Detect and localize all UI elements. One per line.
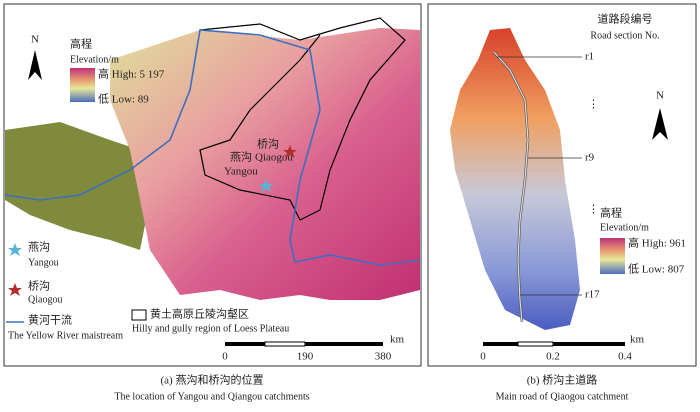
scale-tick: 0 [222,351,228,363]
scale-unit: km [390,334,405,346]
scale-bar [305,342,383,346]
scale-bar [264,341,306,347]
elevation-title: Elevation/m [600,222,649,233]
yellow-river [4,29,421,266]
qiaogou-star [283,145,297,158]
region-boundary [199,17,406,221]
elevation-high: 高 High: 5 197 [98,67,165,81]
catchment [450,28,580,330]
legend-label: 黄河干流 [28,313,72,327]
place-label: Qiaogou [255,152,293,164]
elevation-title: Elevation/m [70,54,119,65]
legend-star [8,283,22,296]
scale-unit: km [630,334,645,346]
section-label: r1 [585,51,594,63]
mountain-area [5,122,150,250]
legend-label: The Yellow River maistream [8,330,123,341]
section-label: r9 [585,152,595,164]
scale-tick: 380 [375,351,392,363]
scale-bar [517,341,554,347]
north-arrow [28,50,42,80]
place-label: 桥沟 [257,138,279,151]
color-ramp [70,68,95,102]
panel-title: Road section No. [590,30,659,41]
legend-label: Qiaogou [28,294,62,305]
section-label: ⋮ [588,204,599,216]
legend-star [8,243,22,256]
scale-tick: 190 [297,351,314,363]
elevation-low: 低 Low: 807 [628,263,685,276]
north-arrow [652,108,668,140]
legend-label: Hilly and gully region of Loess Plateau [132,323,289,334]
north-label: N [656,90,664,102]
section-label: ⋮ [588,99,599,111]
scale-tick: 0.4 [618,351,632,363]
panel-b-frame [427,3,697,367]
panel-a-frame [3,3,422,367]
place-label: Yangou [224,166,258,178]
legend-label: 桥沟 [28,280,50,293]
elevation-low: 低 Low: 89 [98,93,149,106]
north-label: N [31,34,39,46]
legend-region [131,309,147,321]
caption: (a) 燕沟和桥沟的位置 [161,373,264,387]
section-label: r17 [585,289,600,301]
scale-bar [553,342,625,346]
panel-title: 道路段编号 [598,12,653,26]
main-road [493,51,529,323]
scale-bar [483,342,518,346]
legend-label: 黄土高原丘陵沟壑区 [150,307,249,321]
place-label: 燕沟 [230,151,252,164]
caption: The location of Yangou and Qiangou catch… [114,391,309,402]
scale-tick: 0 [480,351,486,363]
elevation-title: 高程 [600,206,622,220]
elevation-high: 高 High: 961 [628,236,686,250]
scale-tick: 0.2 [546,351,560,363]
scale-bar [225,342,265,346]
legend-label: Yangou [28,257,59,268]
caption: Main road of Qiaogou catchment [496,391,629,402]
caption: (b) 桥沟主道路 [527,373,598,387]
color-ramp [600,238,625,274]
yangou-star [259,179,273,192]
legend-label: 燕沟 [28,241,50,254]
elevation-title: 高程 [70,37,92,51]
